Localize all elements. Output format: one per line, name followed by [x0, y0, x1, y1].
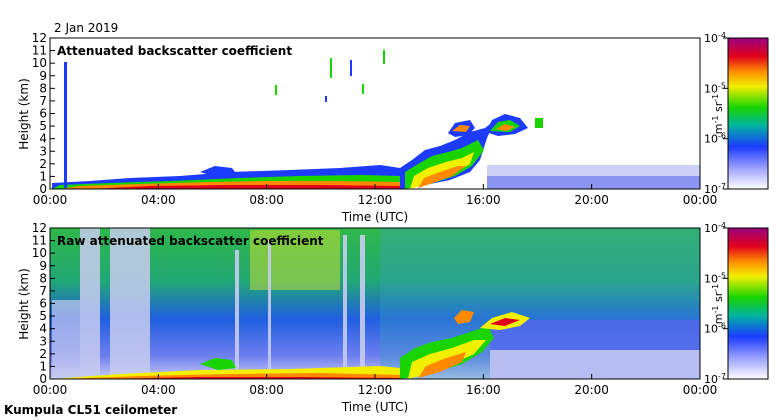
- y-tick-label: 9: [39, 259, 47, 273]
- y-tick-label: 8: [39, 81, 47, 95]
- backscatter-field: [52, 50, 700, 189]
- y-tick-label: 12: [32, 221, 47, 235]
- x-axis: 00:00 04:00 08:00 12:00 16:00 20:00 00:00 Time…: [33, 184, 718, 224]
- y-tick-label: 6: [39, 107, 47, 121]
- x-tick-label: 00:00: [683, 193, 718, 207]
- footer-label: Kumpula CL51 ceilometer: [4, 403, 177, 417]
- y-tick-label: 0: [39, 372, 47, 386]
- colorbar-unit: m-1 sr-1: [711, 94, 726, 134]
- colorbar-tick-label: 10-7: [704, 372, 726, 387]
- x-tick-label: 00:00: [683, 383, 718, 397]
- x-tick-label: 04:00: [141, 193, 176, 207]
- colorbar-tick-label: 10-5: [704, 271, 726, 286]
- y-tick-label: 11: [32, 44, 47, 58]
- x-tick-label: 12:00: [358, 193, 393, 207]
- y-tick-label: 2: [39, 157, 47, 171]
- colorbar: 10-4 10-5 10-6 10-7 m-1 sr-1: [704, 221, 769, 387]
- colorbar-tick-label: 10-7: [704, 182, 726, 197]
- x-tick-label: 20:00: [574, 193, 609, 207]
- colorbar-tick-label: 10-5: [704, 81, 726, 96]
- y-tick-label: 5: [39, 309, 47, 323]
- x-tick-label: 00:00: [33, 193, 68, 207]
- x-tick-label: 12:00: [358, 383, 393, 397]
- x-axis-label: Time (UTC): [341, 210, 408, 224]
- x-tick-label: 16:00: [466, 383, 501, 397]
- y-tick-label: 10: [32, 246, 47, 260]
- colorbar-gradient: [727, 37, 769, 190]
- y-axis-label: Height (km): [17, 78, 31, 149]
- y-tick-label: 3: [39, 144, 47, 158]
- colorbar-tick-label: 10-4: [704, 31, 726, 46]
- colorbar-tick-label: 10-6: [704, 321, 726, 336]
- date-label: 2 Jan 2019: [54, 21, 118, 35]
- x-axis: 00:00 04:00 08:00 12:00 16:00 20:00 00:00 Time…: [33, 374, 718, 414]
- y-tick-label: 2: [39, 347, 47, 361]
- y-tick-label: 6: [39, 297, 47, 311]
- y-tick-label: 12: [32, 31, 47, 45]
- y-tick-label: 0: [39, 182, 47, 196]
- panel-attenuated: Attenuated backscatter coefficient Heigh…: [17, 31, 769, 224]
- x-axis-label: Time (UTC): [341, 400, 408, 414]
- y-tick-label: 8: [39, 271, 47, 285]
- y-tick-label: 10: [32, 56, 47, 70]
- y-tick-label: 4: [39, 322, 47, 336]
- y-tick-label: 7: [39, 284, 47, 298]
- y-tick-label: 3: [39, 334, 47, 348]
- colorbar-unit: m-1 sr-1: [711, 284, 726, 324]
- x-tick-label: 04:00: [141, 383, 176, 397]
- panel-title: Raw attenuated backscatter coefficient: [57, 234, 324, 248]
- raw-backscatter-field: [52, 228, 700, 379]
- x-tick-label: 00:00: [33, 383, 68, 397]
- y-tick-label: 4: [39, 132, 47, 146]
- x-tick-label: 08:00: [249, 193, 284, 207]
- x-tick-label: 08:00: [249, 383, 284, 397]
- plot-area: [50, 38, 700, 189]
- y-tick-label: 9: [39, 69, 47, 83]
- colorbar-gradient: [727, 227, 769, 380]
- x-tick-label: 16:00: [466, 193, 501, 207]
- colorbar-tick-label: 10-6: [704, 131, 726, 146]
- y-tick-label: 1: [39, 169, 47, 183]
- y-tick-label: 1: [39, 359, 47, 373]
- y-tick-label: 11: [32, 234, 47, 248]
- y-axis-label: Height (km): [17, 268, 31, 339]
- panel-title: Attenuated backscatter coefficient: [57, 44, 292, 58]
- x-tick-label: 20:00: [574, 383, 609, 397]
- colorbar: 10-4 10-5 10-6 10-7 m-1 sr-1: [704, 31, 769, 197]
- y-tick-label: 5: [39, 119, 47, 133]
- colorbar-tick-label: 10-4: [704, 221, 726, 236]
- y-tick-label: 7: [39, 94, 47, 108]
- panel-raw: Raw attenuated backscatter coefficient H…: [17, 221, 769, 414]
